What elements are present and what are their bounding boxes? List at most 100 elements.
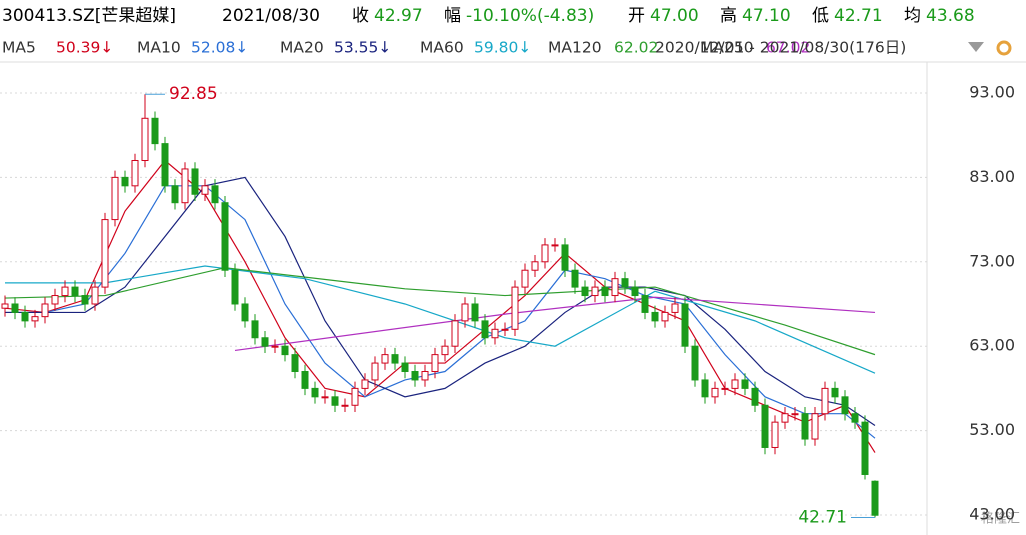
candle-body [271, 345, 279, 348]
y-tick-label: 93.00 [969, 82, 1015, 101]
watermark: 格隆汇 [981, 511, 1020, 527]
candle-body [761, 404, 769, 448]
candle-body [551, 244, 559, 247]
ma-line [5, 185, 876, 439]
candle-body [291, 354, 299, 373]
candle-body [431, 354, 439, 373]
candle-body [151, 117, 159, 145]
candle-body [311, 387, 319, 398]
candle-body [361, 379, 369, 389]
y-tick-label: 73.00 [969, 251, 1015, 270]
candle-body [441, 345, 449, 356]
candle-body [471, 303, 479, 322]
legend-value: 53.55↓ [334, 39, 391, 57]
candle-body [611, 278, 619, 297]
candle-body [721, 387, 729, 390]
candle-body [121, 176, 129, 187]
candle-body [281, 345, 289, 356]
field-value: 47.10 [742, 6, 791, 26]
ma-line [5, 176, 876, 427]
ma-line [234, 296, 876, 352]
candle-body [401, 362, 409, 373]
annotation-label: 92.85 [169, 84, 218, 104]
candle-body [831, 387, 839, 398]
candle-body [301, 371, 309, 389]
field-label: 开 [628, 6, 645, 26]
settings-icon[interactable] [996, 40, 1012, 56]
field-label: 低 [812, 6, 829, 26]
field-value: 42.71 [834, 6, 883, 26]
candle-body [341, 404, 349, 407]
candle-body [581, 286, 589, 297]
field-label: 均 [904, 6, 921, 26]
candle-body [391, 354, 399, 364]
y-tick-label: 53.00 [969, 420, 1015, 439]
legend-name: MA60 [420, 39, 464, 57]
legend-name: MA250 [700, 39, 754, 57]
candle-body [771, 421, 779, 448]
candle-body [241, 303, 249, 322]
symbol: 300413.SZ[芒果超媒] [2, 6, 176, 26]
candle-body [781, 413, 789, 423]
candle-body [701, 379, 709, 398]
candle-body [161, 143, 169, 187]
date: 2021/08/30 [222, 6, 320, 26]
candle-body [741, 379, 749, 389]
candle-body [51, 295, 59, 305]
field-value: -10.10%(-4.83) [466, 6, 594, 26]
candle-body [171, 185, 179, 204]
candle-body [641, 295, 649, 313]
legend-name: MA5 [2, 39, 36, 57]
legend-value: 52.08↓ [191, 39, 248, 57]
candle-body [181, 168, 189, 204]
candle-body [681, 303, 689, 347]
candle-body [41, 303, 49, 318]
field-label: 高 [720, 6, 737, 26]
ma-line [4, 159, 876, 453]
candle-body [31, 316, 39, 322]
candle-body [81, 295, 89, 305]
candle-body [571, 269, 579, 288]
date-range: 2020/12/01 - 2021/08/30(176日) [655, 39, 906, 57]
candle-body [71, 286, 79, 297]
candle-body [421, 371, 429, 381]
candle-body [191, 168, 199, 195]
y-tick-label: 63.00 [969, 336, 1015, 355]
candle-body [411, 371, 419, 381]
legend-name: MA10 [137, 39, 181, 57]
candle-body [231, 269, 239, 305]
candle-body [131, 159, 139, 187]
candle-body [1, 303, 9, 309]
candle-body [491, 328, 499, 339]
candle-body [91, 286, 99, 305]
candle-body [731, 379, 739, 389]
candle-body [531, 261, 539, 271]
candle-body [61, 286, 69, 297]
candle-body [871, 480, 879, 516]
ma-line [4, 267, 876, 356]
annotation-label: 42.71 [798, 507, 847, 527]
candle-body [631, 286, 639, 297]
candle-body [751, 387, 759, 406]
candle-body [451, 320, 459, 347]
candle-body [711, 387, 719, 398]
legend-value: 67.02 [766, 39, 810, 57]
candle-body [821, 387, 829, 415]
candle-body [541, 244, 549, 263]
field-value: 42.97 [374, 6, 423, 26]
legend-value: 50.39↓ [56, 39, 113, 57]
legend-value: 62.02 [614, 39, 658, 57]
candle-body [351, 387, 359, 406]
field-value: 47.00 [650, 6, 699, 26]
candle-body [461, 303, 469, 322]
legend-value: 59.80↓ [474, 39, 531, 57]
legend-name: MA120 [548, 39, 602, 57]
candle-body [841, 396, 849, 415]
candle-body [811, 413, 819, 440]
candle-body [671, 303, 679, 313]
candle-body [211, 185, 219, 204]
candle-body [501, 328, 509, 331]
dropdown-icon[interactable] [968, 42, 984, 52]
candle-body [111, 176, 119, 221]
